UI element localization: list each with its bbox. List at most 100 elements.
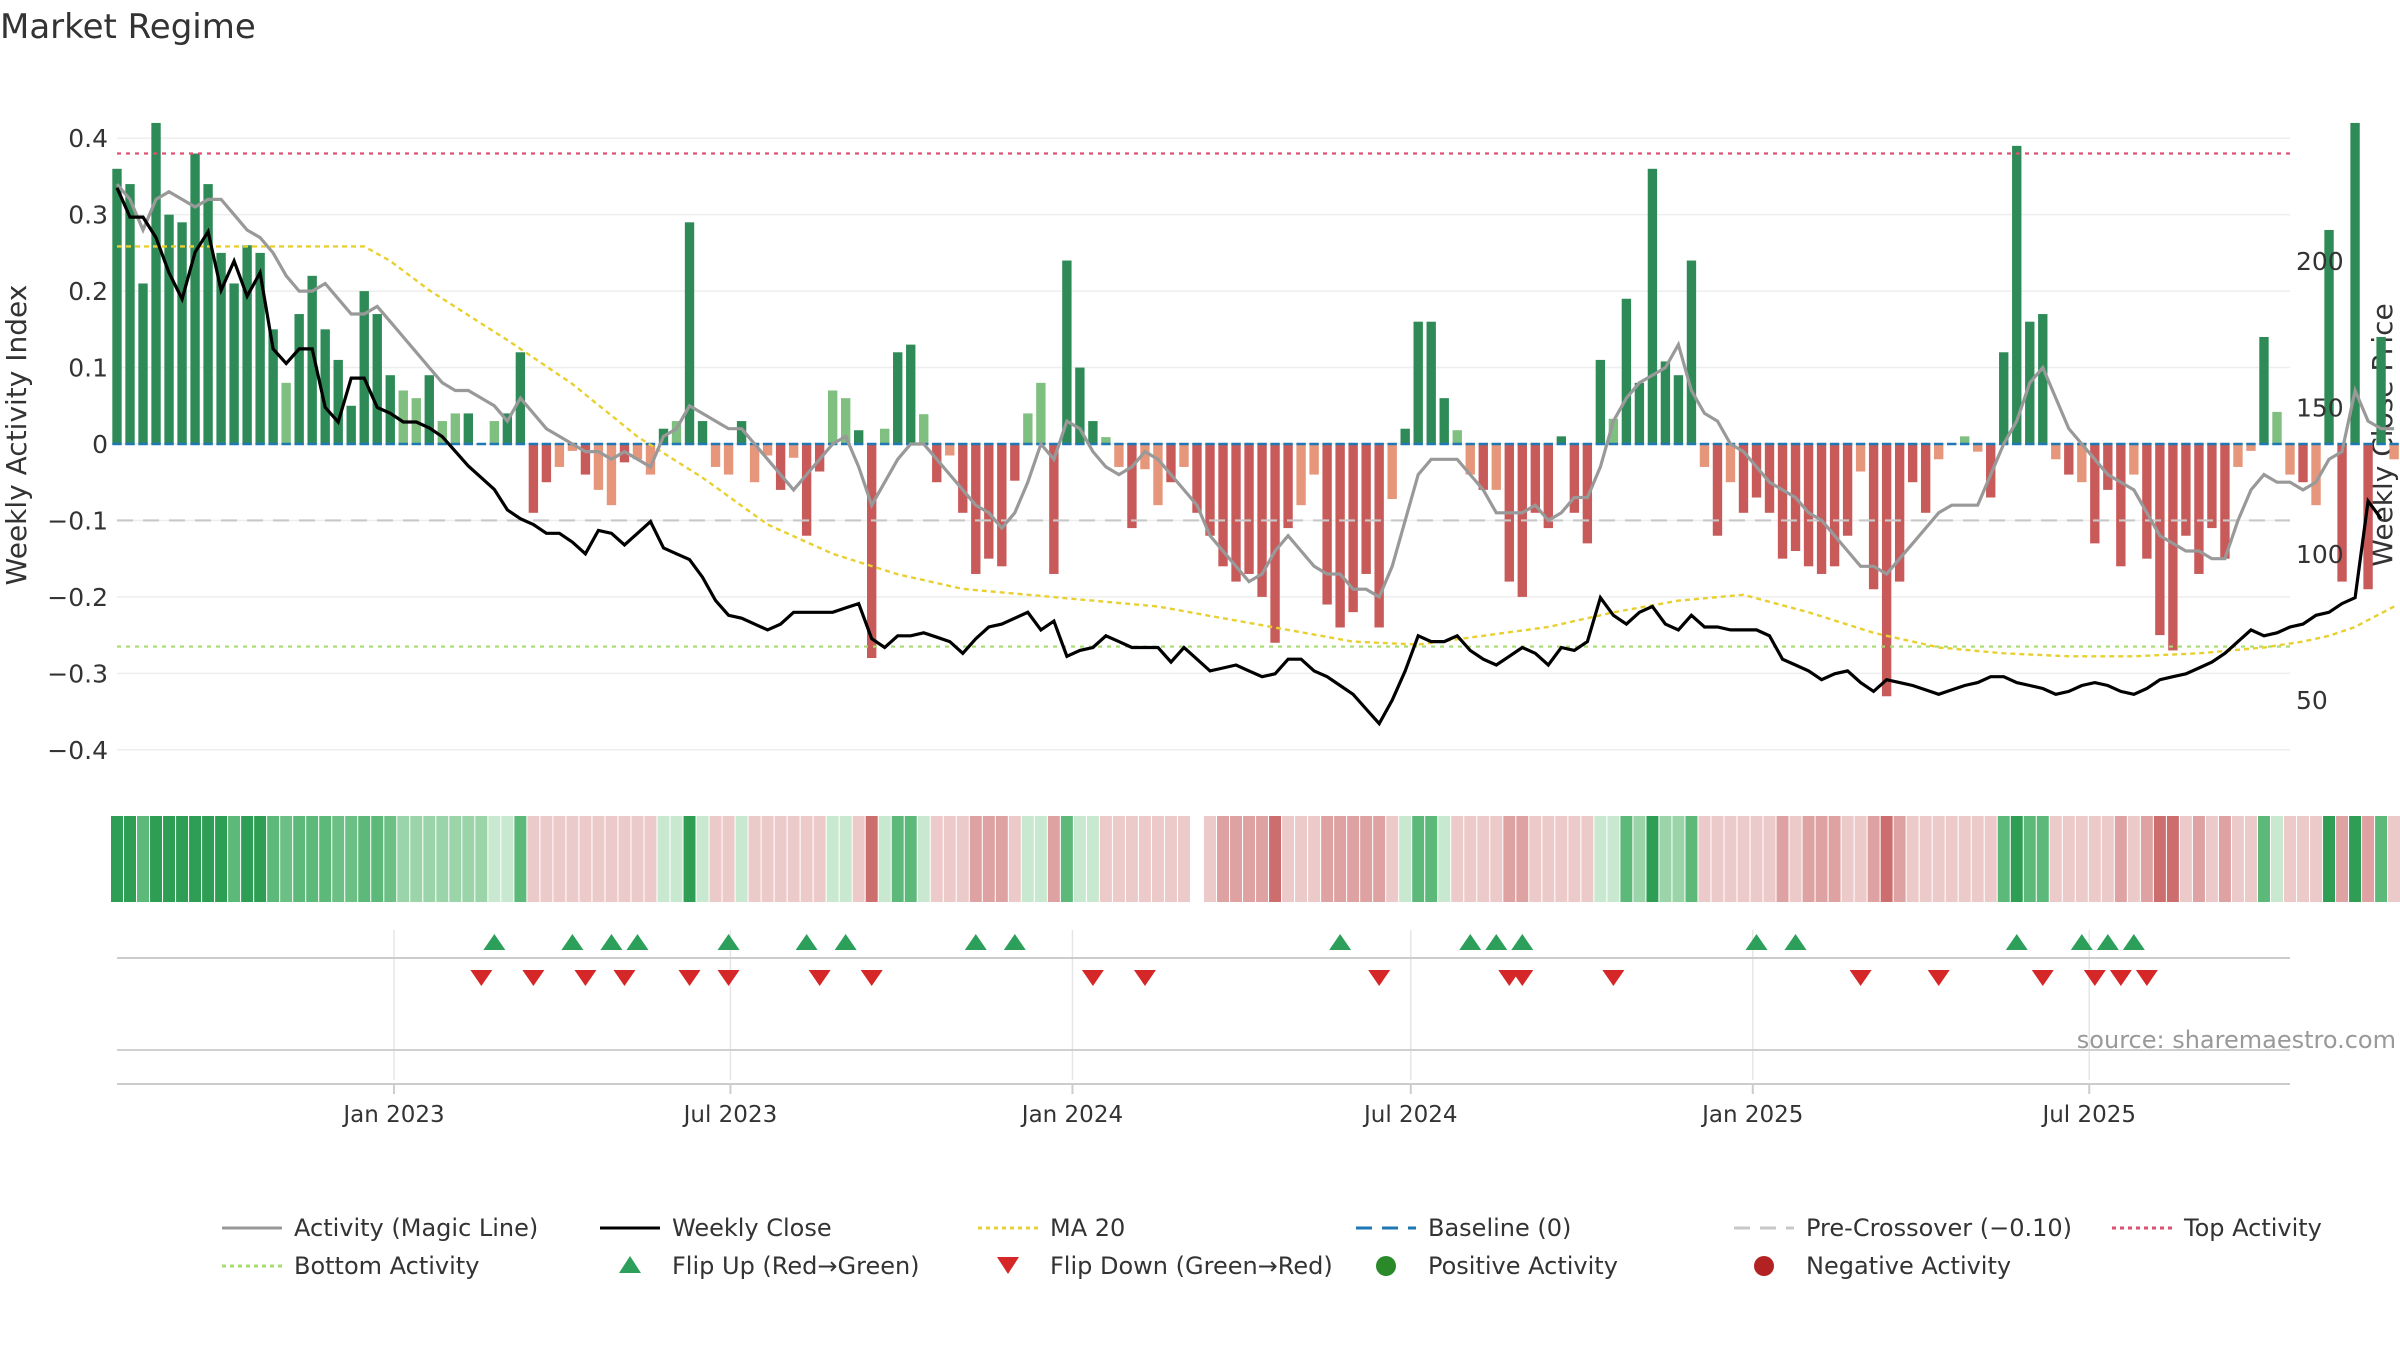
activity-bar xyxy=(1751,444,1762,498)
regime-cell xyxy=(540,816,553,902)
activity-bar xyxy=(502,413,513,444)
activity-bar xyxy=(2259,336,2269,444)
regime-cell xyxy=(813,816,826,902)
flip-up-marker xyxy=(626,934,649,950)
regime-cell xyxy=(1750,816,1763,902)
y-right-tick-label: 150 xyxy=(2296,393,2344,422)
legend-label: Baseline (0) xyxy=(1428,1214,1571,1242)
regime-cell xyxy=(1555,816,1568,902)
regime-cell xyxy=(2049,816,2062,902)
chart-title: Market Regime xyxy=(0,7,256,47)
weekly-close-line xyxy=(115,187,2383,727)
regime-cell xyxy=(709,816,722,902)
activity-bar xyxy=(1348,444,1358,613)
reference-lines xyxy=(117,152,2290,648)
activity-bar xyxy=(229,283,239,444)
activity-bar xyxy=(1153,444,1163,506)
legend-swatch xyxy=(1754,1256,1774,1276)
y-axis-left-label: Weekly Activity Index xyxy=(0,285,33,586)
activity-bar xyxy=(2350,122,2360,444)
regime-cell xyxy=(2127,816,2140,902)
regime-cell xyxy=(787,816,800,902)
regime-cell xyxy=(1230,816,1243,902)
activity-bar xyxy=(1387,444,1397,500)
regime-cell xyxy=(1021,816,1034,902)
regime-cell xyxy=(1164,816,1177,902)
regime-cell xyxy=(956,816,969,902)
activity-bar xyxy=(281,382,291,444)
flip-down-marker xyxy=(613,970,636,986)
legend-label: Flip Down (Green→Red) xyxy=(1050,1252,1333,1280)
x-tick-label: Jul 2025 xyxy=(2040,1102,2136,1128)
legend-label: Negative Activity xyxy=(1806,1252,2011,1280)
regime-cell xyxy=(852,816,865,902)
legend-swatch xyxy=(619,1256,641,1273)
regime-cell xyxy=(1919,816,1932,902)
regime-cell xyxy=(943,816,956,902)
regime-cell xyxy=(930,816,943,902)
regime-cell xyxy=(2336,816,2349,902)
regime-cell xyxy=(592,816,605,902)
regime-cell xyxy=(1217,816,1230,902)
flip-down-marker xyxy=(717,970,740,986)
activity-bar xyxy=(1608,418,1619,444)
legend-label: Top Activity xyxy=(2183,1214,2322,1242)
regime-cell xyxy=(176,816,189,902)
regime-cell xyxy=(202,816,215,902)
activity-bar xyxy=(2363,444,2373,590)
activity-bar xyxy=(880,428,890,444)
regime-cell xyxy=(1815,816,1828,902)
regime-cell xyxy=(696,816,709,902)
regime-cell xyxy=(150,816,163,902)
regime-cell xyxy=(1008,816,1021,902)
regime-cell xyxy=(1672,816,1685,902)
flip-down-marker xyxy=(678,970,701,986)
activity-bar xyxy=(1426,321,1436,444)
regime-cell xyxy=(670,816,683,902)
activity-bar xyxy=(125,184,135,445)
activity-bar xyxy=(2142,444,2152,559)
regime-cell xyxy=(1204,816,1216,902)
legend-swatch xyxy=(1376,1256,1396,1276)
activity-bar xyxy=(1075,367,1085,444)
regime-cell xyxy=(501,816,514,902)
regime-cell xyxy=(254,816,267,902)
regime-cell xyxy=(371,816,384,902)
regime-cell xyxy=(2075,816,2088,902)
regime-cell xyxy=(423,816,436,902)
regime-cell xyxy=(2205,816,2218,902)
regime-cell xyxy=(293,816,306,902)
flip-up-marker xyxy=(1003,934,1026,950)
regime-cell xyxy=(215,816,228,902)
regime-cell xyxy=(111,816,123,902)
flip-down-marker xyxy=(522,970,545,986)
regime-cell xyxy=(800,816,813,902)
regime-cell xyxy=(2166,816,2179,902)
regime-cell xyxy=(1867,816,1880,902)
flip-down-marker xyxy=(2109,970,2132,986)
activity-bar xyxy=(2116,444,2126,567)
activity-bar xyxy=(1140,444,1150,470)
activity-bar xyxy=(1920,444,1931,513)
activity-bar xyxy=(1465,444,1475,475)
activity-bar xyxy=(2155,444,2165,636)
regime-cell xyxy=(228,816,241,902)
regime-cell xyxy=(1112,816,1125,902)
regime-cell xyxy=(1086,816,1099,902)
activity-bar xyxy=(1322,444,1332,605)
flip-up-marker xyxy=(834,934,857,950)
activity-bar xyxy=(1179,444,1189,467)
activity-bar xyxy=(645,444,656,475)
regime-cell xyxy=(1269,816,1282,902)
y-left-tick-label: −0.1 xyxy=(47,506,108,535)
flip-down-marker xyxy=(2135,970,2158,986)
activity-bar xyxy=(1439,398,1449,444)
regime-cell xyxy=(1438,816,1451,902)
regime-cell xyxy=(280,816,293,902)
activity-bar xyxy=(2337,444,2347,582)
flip-down-marker xyxy=(470,970,493,986)
activity-bar xyxy=(1803,444,1814,567)
activity-bar xyxy=(684,222,695,444)
